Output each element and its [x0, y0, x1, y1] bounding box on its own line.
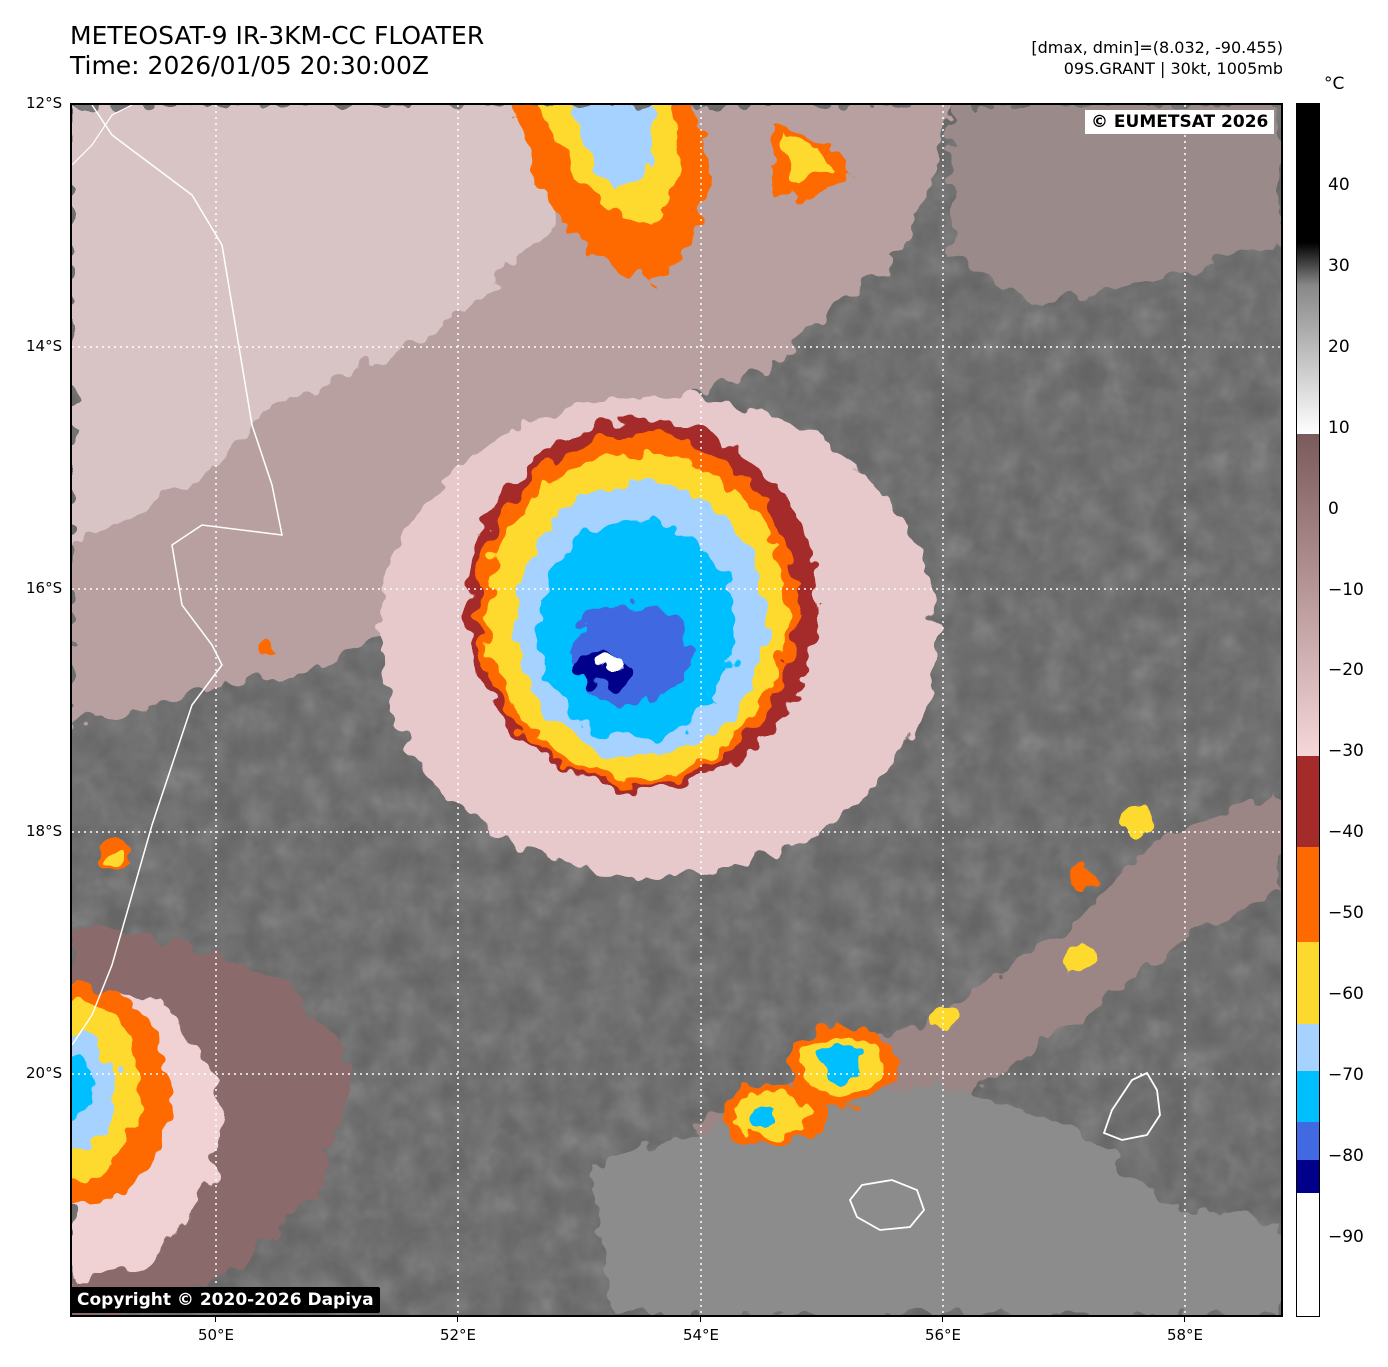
- lat-label-18s: 18°S: [26, 822, 63, 840]
- colorbar-tick-minus30: −30: [1328, 741, 1364, 761]
- colorbar-lightblue-band: [1297, 1024, 1319, 1071]
- colorbar-unit: °C: [1324, 74, 1345, 94]
- data-range: [dmax, dmin]=(8.032, -90.455): [1031, 38, 1283, 57]
- lon-tick: [1184, 1317, 1185, 1322]
- convective-cell-north: [512, 105, 852, 285]
- mauritius-outline: [1102, 1071, 1161, 1141]
- colorbar-darkred-band: [1297, 756, 1319, 847]
- satellite-map: [70, 103, 1283, 1317]
- cyclone-core: [377, 395, 937, 875]
- storm-info: 09S.GRANT | 30kt, 1005mb: [1063, 59, 1283, 78]
- dapiya-credit: Copyright © 2020-2026 Dapiya: [71, 1287, 380, 1313]
- lat-label-14s: 14°S: [26, 337, 63, 355]
- madagascar-coastline-west: [72, 105, 133, 166]
- lon-tick: [457, 1317, 458, 1322]
- map-canvas: [72, 105, 1281, 1315]
- colorbar-tick-30: 30: [1328, 256, 1350, 276]
- lon-label-58e: 58°E: [1166, 1326, 1204, 1344]
- image-time: Time: 2026/01/05 20:30:00Z: [70, 51, 429, 80]
- lat-label-20s: 20°S: [26, 1064, 63, 1082]
- colorbar-gray-band: [1297, 104, 1319, 434]
- convective-cell-southeast: [92, 644, 1155, 1145]
- colorbar-tick-minus10: −10: [1328, 580, 1364, 600]
- colorbar-tick-20: 20: [1328, 337, 1350, 357]
- colorbar-white-band: [1297, 1193, 1319, 1316]
- madagascar-coastline: [72, 105, 283, 1046]
- colorbar-tick-0: 0: [1328, 499, 1339, 519]
- image-title: METEOSAT-9 IR-3KM-CC FLOATER: [70, 21, 485, 50]
- colorbar-orange-band: [1297, 847, 1319, 942]
- colorbar-brown-band: [1297, 434, 1319, 756]
- colorbar-tick-40: 40: [1328, 175, 1350, 195]
- colorbar-tick-10: 10: [1328, 418, 1350, 438]
- colorbar-tick-minus60: −60: [1328, 984, 1364, 1004]
- colorbar-tick-minus20: −20: [1328, 660, 1364, 680]
- colorbar-tick-minus40: −40: [1328, 822, 1364, 842]
- reunion-outline: [848, 1179, 926, 1231]
- lon-tick: [700, 1317, 701, 1322]
- colorbar-tick-minus50: −50: [1328, 903, 1364, 923]
- lon-tick: [215, 1317, 216, 1322]
- cloud-field-north: [72, 105, 1281, 725]
- lat-label-16s: 16°S: [26, 579, 63, 597]
- colorbar-gold-band: [1297, 942, 1319, 1024]
- lon-label-56e: 56°E: [924, 1326, 962, 1344]
- eumetsat-credit: © EUMETSAT 2026: [1085, 110, 1275, 134]
- colorbar-canvas: [1297, 104, 1319, 1316]
- lon-tick: [942, 1317, 943, 1322]
- convective-cell-southwest: [72, 985, 172, 1205]
- colorbar-tick-minus80: −80: [1328, 1146, 1364, 1166]
- colorbar-tick-minus70: −70: [1328, 1065, 1364, 1085]
- colorbar-royal-band: [1297, 1122, 1319, 1160]
- colorbar-sky-band: [1297, 1071, 1319, 1122]
- ring-white: [598, 655, 626, 669]
- lon-label-50e: 50°E: [197, 1326, 235, 1344]
- colorbar-tick-minus90: −90: [1328, 1227, 1364, 1247]
- lon-label-54e: 54°E: [682, 1326, 720, 1344]
- graticule: [72, 105, 1281, 1315]
- lon-label-52e: 52°E: [439, 1326, 477, 1344]
- temperature-colorbar: [1296, 103, 1320, 1317]
- colorbar-navy-band: [1297, 1160, 1319, 1193]
- lat-label-12s: 12°S: [26, 94, 63, 112]
